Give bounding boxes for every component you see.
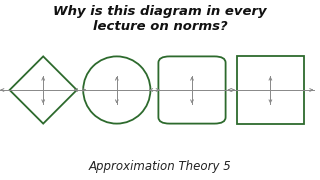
Bar xyxy=(237,56,304,124)
Text: Why is this diagram in every
lecture on norms?: Why is this diagram in every lecture on … xyxy=(53,5,267,33)
Text: Approximation Theory 5: Approximation Theory 5 xyxy=(89,160,231,173)
